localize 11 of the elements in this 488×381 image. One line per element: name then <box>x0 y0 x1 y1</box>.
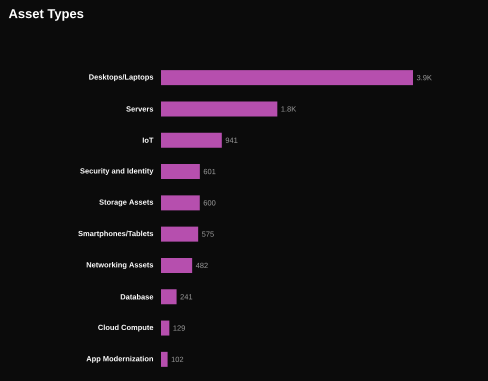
bar <box>161 289 177 304</box>
bar <box>161 164 200 180</box>
bar <box>161 258 192 273</box>
bar <box>161 195 200 210</box>
bar <box>161 70 414 86</box>
bar <box>161 132 222 148</box>
bar <box>161 226 198 242</box>
bar <box>161 320 170 336</box>
bar <box>161 352 168 367</box>
bar <box>161 101 278 116</box>
text: Asset Types <box>8 9 84 21</box>
